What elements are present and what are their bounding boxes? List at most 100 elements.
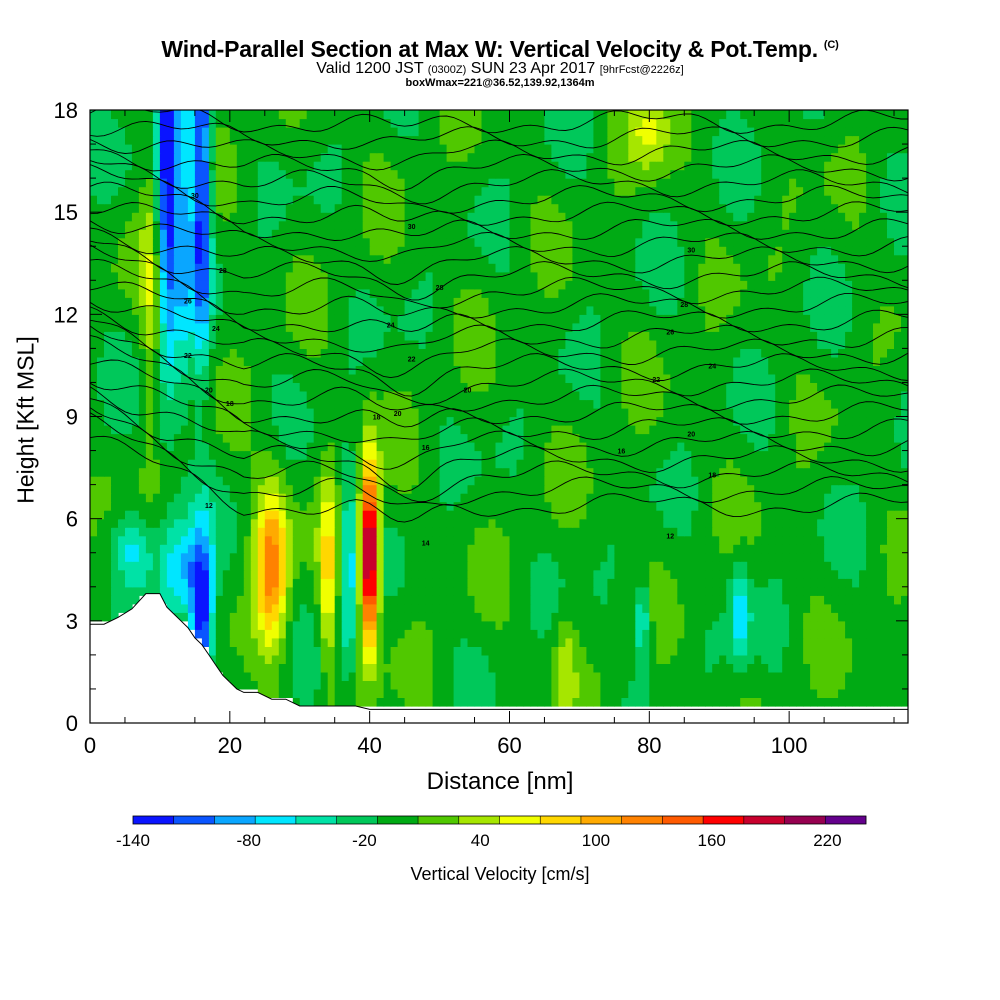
field-cell bbox=[726, 552, 734, 562]
field-cell bbox=[187, 391, 196, 401]
field-cell bbox=[446, 459, 455, 469]
field-cell bbox=[649, 518, 657, 528]
field-cell bbox=[537, 467, 546, 477]
field-cell bbox=[789, 425, 797, 435]
field-cell bbox=[376, 620, 385, 630]
field-cell bbox=[278, 518, 287, 528]
field-cell bbox=[782, 552, 790, 562]
field-cell bbox=[362, 391, 371, 401]
field-cell bbox=[159, 365, 168, 375]
field-cell bbox=[453, 629, 462, 639]
field-cell bbox=[264, 391, 273, 401]
field-cell bbox=[537, 493, 546, 503]
field-cell bbox=[432, 646, 441, 656]
field-cell bbox=[880, 620, 888, 630]
field-cell bbox=[691, 356, 699, 366]
field-cell bbox=[649, 450, 657, 460]
field-cell bbox=[789, 408, 797, 418]
field-cell bbox=[278, 637, 287, 647]
field-cell bbox=[125, 518, 133, 528]
field-cell bbox=[306, 510, 315, 520]
field-cell bbox=[586, 535, 594, 545]
field-cell bbox=[789, 365, 797, 375]
field-cell bbox=[565, 484, 573, 494]
field-cell bbox=[243, 425, 252, 435]
field-cell bbox=[866, 671, 874, 681]
field-cell bbox=[362, 501, 371, 511]
field-cell bbox=[334, 501, 343, 511]
field-cell bbox=[733, 603, 741, 613]
field-cell bbox=[257, 671, 266, 681]
field-cell bbox=[243, 671, 252, 681]
field-cell bbox=[369, 348, 378, 358]
field-cell bbox=[565, 391, 573, 401]
field-cell bbox=[838, 408, 846, 418]
field-cell bbox=[320, 697, 329, 707]
field-cell bbox=[670, 356, 678, 366]
field-cell bbox=[880, 612, 888, 622]
field-cell bbox=[334, 637, 343, 647]
field-cell bbox=[663, 595, 671, 605]
field-cell bbox=[866, 391, 874, 401]
field-cell bbox=[453, 603, 462, 613]
field-cell bbox=[362, 425, 371, 435]
field-cell bbox=[642, 399, 650, 409]
field-cell bbox=[313, 391, 322, 401]
field-cell bbox=[257, 603, 266, 613]
field-cell bbox=[481, 518, 490, 528]
field-cell bbox=[229, 535, 238, 545]
field-cell bbox=[341, 578, 350, 588]
field-cell bbox=[782, 331, 790, 341]
field-cell bbox=[600, 365, 608, 375]
field-cell bbox=[208, 476, 217, 486]
field-cell bbox=[131, 408, 140, 418]
field-cell bbox=[663, 637, 671, 647]
field-cell bbox=[810, 501, 818, 511]
field-cell bbox=[285, 629, 294, 639]
field-cell bbox=[621, 629, 629, 639]
field-cell bbox=[719, 595, 727, 605]
field-cell bbox=[90, 339, 98, 349]
field-cell bbox=[222, 646, 231, 656]
field-cell bbox=[859, 459, 867, 469]
field-cell bbox=[817, 442, 825, 452]
field-cell bbox=[125, 416, 133, 426]
field-cell bbox=[565, 671, 573, 681]
field-cell bbox=[327, 442, 336, 452]
field-cell bbox=[698, 365, 706, 375]
field-cell bbox=[712, 552, 720, 562]
field-cell bbox=[845, 646, 853, 656]
field-cell bbox=[320, 603, 329, 613]
field-cell bbox=[271, 391, 280, 401]
field-cell bbox=[523, 476, 532, 486]
field-cell bbox=[264, 612, 273, 622]
field-cell bbox=[761, 467, 769, 477]
field-cell bbox=[670, 382, 678, 392]
field-cell bbox=[180, 365, 189, 375]
field-cell bbox=[201, 544, 210, 554]
field-cell bbox=[852, 697, 860, 707]
field-cell bbox=[446, 629, 455, 639]
field-cell bbox=[432, 578, 441, 588]
field-cell bbox=[705, 416, 713, 426]
field-cell bbox=[614, 629, 622, 639]
field-cell bbox=[509, 603, 518, 613]
field-cell bbox=[118, 535, 126, 545]
field-cell bbox=[719, 459, 727, 469]
field-cell bbox=[180, 433, 189, 443]
field-cell bbox=[782, 646, 790, 656]
field-cell bbox=[404, 586, 413, 596]
field-cell bbox=[656, 637, 664, 647]
field-cell bbox=[593, 476, 601, 486]
field-cell bbox=[418, 450, 427, 460]
field-cell bbox=[789, 561, 797, 571]
field-cell bbox=[530, 339, 539, 349]
field-cell bbox=[299, 510, 308, 520]
field-cell bbox=[656, 586, 664, 596]
field-cell bbox=[845, 586, 853, 596]
field-cell bbox=[810, 680, 818, 690]
field-cell bbox=[544, 654, 552, 664]
field-cell bbox=[488, 544, 497, 554]
field-cell bbox=[439, 518, 448, 528]
field-cell bbox=[628, 586, 636, 596]
